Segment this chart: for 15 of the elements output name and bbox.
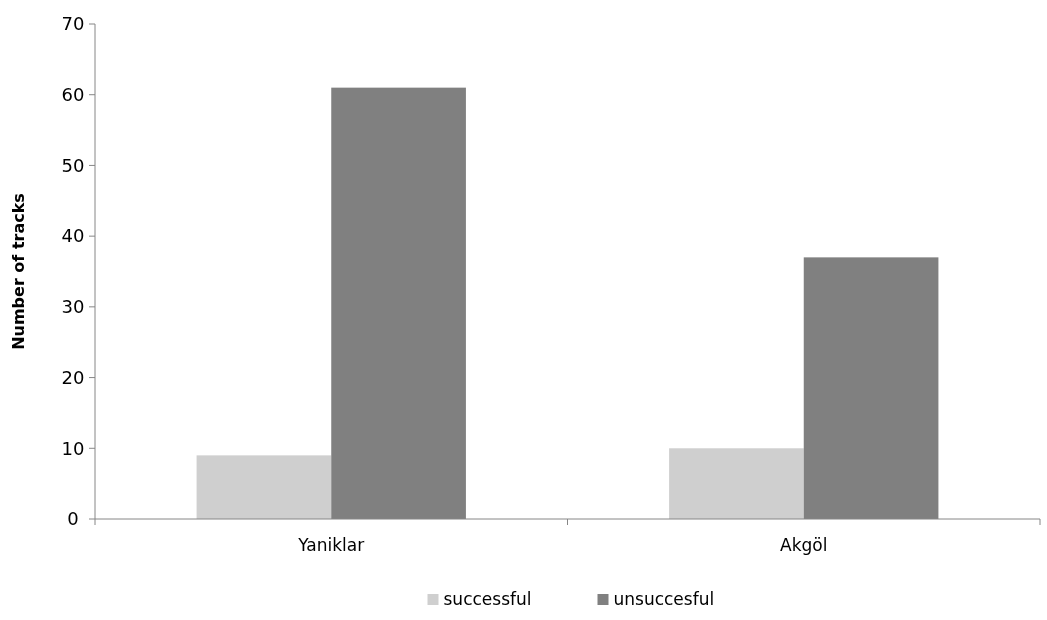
x-tick-label: Yaniklar [297,535,365,555]
y-tick-label: 0 [67,508,79,530]
legend-label: unsuccesful [613,589,715,609]
x-tick-label: Akgöl [780,535,828,555]
y-tick-label: 40 [61,225,85,247]
y-tick-label: 50 [61,154,85,176]
y-tick-label: 60 [61,84,85,106]
y-axis-title: Number of tracks [9,193,28,350]
y-tick-label: 70 [61,13,85,35]
y-tick-label: 30 [61,296,85,318]
bar [669,448,804,519]
y-tick-label: 20 [61,366,85,388]
bar [196,455,332,519]
legend-label: successful [443,589,532,609]
y-tick-label: 10 [61,437,85,459]
